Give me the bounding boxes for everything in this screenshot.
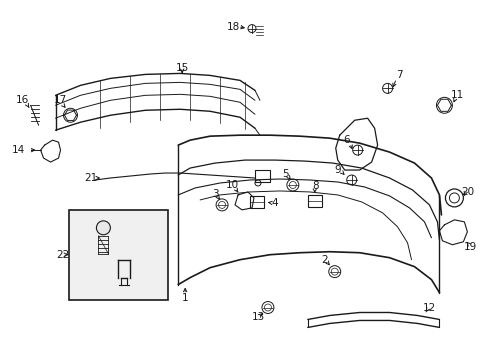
Text: 11: 11 bbox=[450, 90, 463, 100]
Text: 16: 16 bbox=[16, 95, 29, 105]
Text: 13: 13 bbox=[251, 312, 264, 323]
Bar bbox=[68, 210, 168, 300]
Text: 3: 3 bbox=[211, 189, 218, 199]
Text: 6: 6 bbox=[343, 135, 349, 145]
Text: 17: 17 bbox=[54, 95, 67, 105]
Circle shape bbox=[96, 221, 110, 235]
Text: 18: 18 bbox=[226, 22, 239, 32]
Text: 7: 7 bbox=[395, 71, 402, 80]
Text: 2: 2 bbox=[321, 255, 327, 265]
Text: 12: 12 bbox=[422, 302, 435, 312]
Text: 1: 1 bbox=[182, 293, 188, 302]
Text: 5: 5 bbox=[282, 169, 288, 179]
Text: 9: 9 bbox=[334, 165, 340, 175]
Text: 4: 4 bbox=[271, 198, 278, 208]
Text: 19: 19 bbox=[463, 242, 476, 252]
Text: 14: 14 bbox=[12, 145, 25, 155]
Text: 10: 10 bbox=[225, 180, 238, 190]
Bar bbox=[249, 196, 264, 208]
Text: 21: 21 bbox=[83, 173, 97, 183]
Text: 22: 22 bbox=[56, 250, 69, 260]
Text: 20: 20 bbox=[460, 187, 473, 197]
Bar bbox=[307, 195, 321, 207]
Bar bbox=[254, 170, 269, 182]
Text: 15: 15 bbox=[175, 63, 188, 73]
Text: 8: 8 bbox=[312, 181, 319, 191]
